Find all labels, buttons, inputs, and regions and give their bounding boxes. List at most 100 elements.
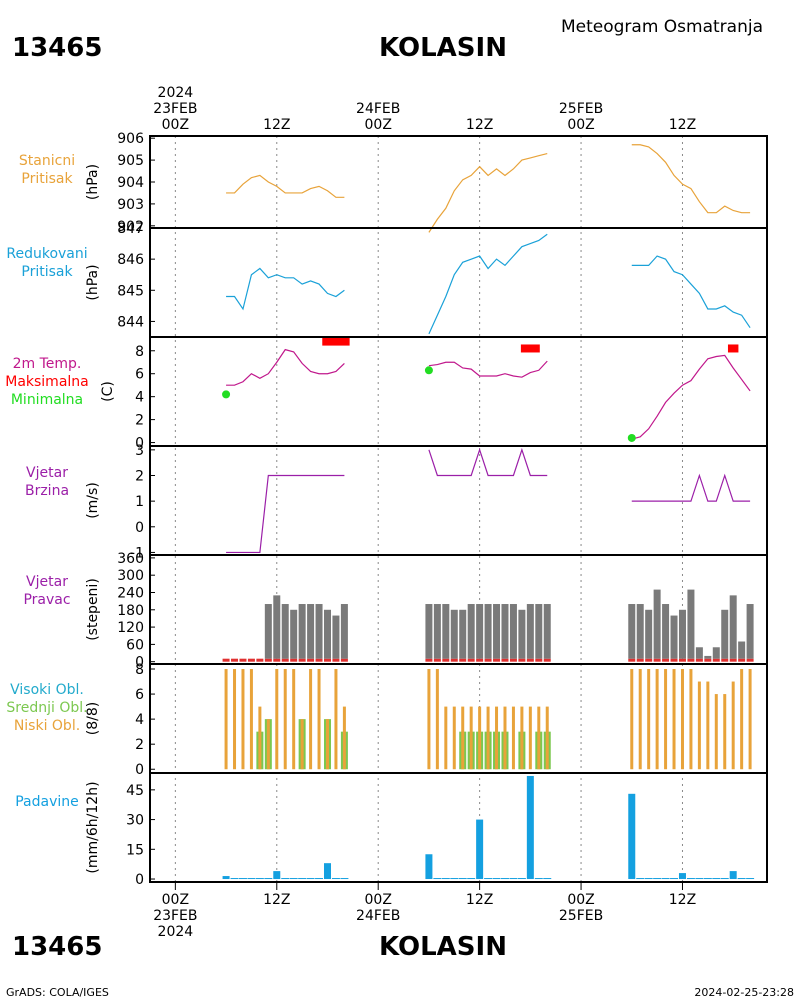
precip-bar <box>653 878 662 880</box>
wind-dir-base <box>467 658 475 662</box>
wind-dir-base <box>340 658 348 662</box>
panel-label: Padavine <box>15 794 79 810</box>
wind-dir-base <box>315 658 323 662</box>
y-tick-label: 846 <box>117 252 144 268</box>
y-tick-label: 0 <box>135 872 144 888</box>
vertical-gridlines <box>174 136 683 882</box>
cloud-low-bar <box>435 669 439 770</box>
wind-dir-base <box>247 658 255 662</box>
cloud-low-bar <box>511 706 515 770</box>
y-tick-label: 60 <box>126 637 144 653</box>
wind-dir-base <box>264 658 272 662</box>
wind-dir-bar <box>704 655 712 659</box>
wind-dir-bar <box>459 609 467 659</box>
cloud-low-bar <box>292 669 296 770</box>
footer-timestamp: 2024-02-25-23:28 <box>694 986 794 999</box>
wind-dir-bar <box>450 609 458 659</box>
series-line <box>226 348 345 386</box>
panel-label: Maksimalna <box>5 374 89 390</box>
cloud-low-bar <box>495 706 499 770</box>
wind-dir-bar <box>526 604 534 659</box>
y-axis-label: (hPa) <box>85 164 101 200</box>
wind-dir-bar <box>687 589 695 659</box>
panel-label: Vjetar <box>26 574 68 590</box>
cloud-low-bar <box>309 669 313 770</box>
cloud-low-bar <box>748 669 752 770</box>
y-tick-label: 0 <box>135 520 144 536</box>
precip-bar <box>628 793 636 880</box>
time-label-top: 00Z <box>365 117 392 133</box>
wind-dir-bar <box>467 604 475 659</box>
time-label-top: 12Z <box>466 117 493 133</box>
wind-dir-base <box>712 658 720 662</box>
precip-bar <box>695 878 704 880</box>
wind-dir-base <box>298 658 306 662</box>
y-tick-label: 2 <box>135 468 144 484</box>
precip-bar <box>517 878 526 880</box>
precip-bar <box>323 863 331 880</box>
precip-bar <box>298 878 307 880</box>
wind-dir-bar <box>509 604 517 659</box>
precip-bar <box>484 878 493 880</box>
time-label-top: 2024 <box>158 85 194 101</box>
cloud-low-bar <box>647 669 651 770</box>
wind-dir-base <box>459 658 467 662</box>
panel-frame <box>149 336 768 447</box>
cloud-low-bar <box>461 706 465 770</box>
time-label-bottom: 00Z <box>567 892 594 908</box>
time-label-bottom: 00Z <box>162 892 189 908</box>
precip-bar <box>543 878 552 880</box>
y-tick-label: 4 <box>135 390 144 406</box>
wind-dir-base <box>476 658 484 662</box>
y-tick-label: 4 <box>135 712 144 728</box>
tmax-marker <box>322 337 350 346</box>
y-axis-label: (C) <box>100 381 116 402</box>
wind-dir-bar <box>298 604 306 659</box>
cloud-low-bar <box>723 694 727 770</box>
y-tick-label: 6 <box>135 367 144 383</box>
wind-dir-base <box>493 658 501 662</box>
cloud-low-bar <box>266 719 270 770</box>
precip-bar <box>670 878 679 880</box>
precip-bar <box>458 878 467 880</box>
precip-bar <box>222 876 230 880</box>
wind-dir-base <box>425 658 433 662</box>
station-name-bottom: KOLASIN <box>379 932 507 962</box>
wind-dir-bar <box>628 604 636 659</box>
wind-dir-base <box>323 658 331 662</box>
cloud-low-bar <box>697 681 701 770</box>
cloud-low-bar <box>680 669 684 770</box>
cloud-low-bar <box>249 669 253 770</box>
precip-bar <box>425 854 433 880</box>
wind-dir-bar <box>729 595 737 659</box>
cloud-low-bar <box>334 669 338 770</box>
wind-dir-base <box>535 658 543 662</box>
series-line <box>631 473 751 502</box>
cloud-low-bar <box>664 669 668 770</box>
panel-frame <box>149 772 768 883</box>
wind-dir-base <box>509 658 517 662</box>
cloud-low-bar <box>714 694 718 770</box>
time-label-bottom: 00Z <box>365 892 392 908</box>
precip-bar <box>746 878 755 880</box>
panel-temperature: 0 2 4 6 8 2m Temp. Maksimalna Minimalna (C) <box>5 336 768 452</box>
cloud-low-bar <box>258 706 262 770</box>
tmax-marker <box>727 344 739 353</box>
cloud-low-bar <box>731 681 735 770</box>
y-axis-label: (stepeni) <box>85 578 101 641</box>
y-tick-label: 6 <box>135 687 144 703</box>
time-label-bottom: 2024 <box>158 924 194 940</box>
precip-bar <box>281 878 290 880</box>
precip-bar <box>703 878 712 880</box>
precip-bar <box>306 878 315 880</box>
panel-station_pressure: 902 903 904 905 906 Stanicni Pritisak (hPa) <box>19 131 768 235</box>
series-line <box>428 447 548 477</box>
cloud-low-bar <box>528 706 532 770</box>
wind-dir-base <box>687 658 695 662</box>
y-tick-label: 1 <box>135 494 144 510</box>
wind-dir-base <box>290 658 298 662</box>
panel-frame <box>149 135 768 229</box>
cloud-low-bar <box>486 706 490 770</box>
precip-bar <box>644 878 653 880</box>
